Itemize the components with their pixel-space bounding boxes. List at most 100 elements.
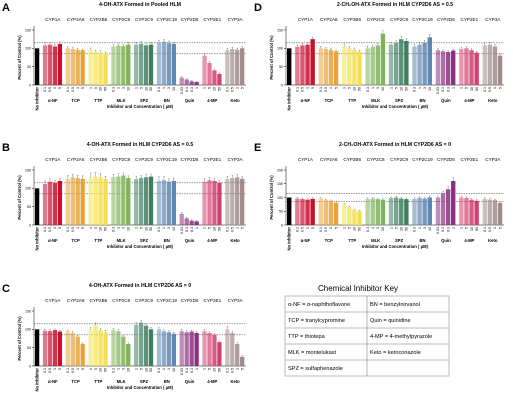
x-tick-label: 1 [389, 87, 393, 89]
x-tick-label: 1 [117, 87, 121, 89]
y-tick-label: 50 [27, 65, 31, 69]
bar [440, 51, 446, 85]
x-tick-label: 0.5 [230, 87, 234, 92]
bar [121, 336, 126, 366]
y-tick-label: 100 [277, 196, 283, 200]
x-tick-label: 3 [167, 227, 171, 229]
bar [75, 49, 80, 85]
bar [310, 198, 315, 225]
x-tick-label: 0.3 [190, 368, 194, 373]
x-tick-label: 0.3 [413, 87, 417, 92]
bar [161, 331, 167, 366]
x-tick-label: 1 [162, 227, 166, 229]
key-cell: TTP = thiotepa [288, 334, 326, 340]
enzyme-header: CYP2A6 [67, 298, 85, 303]
x-tick-label: 10 [144, 87, 148, 91]
x-tick-label: 0.03 [180, 227, 184, 234]
bar [482, 45, 487, 85]
bar [34, 48, 40, 85]
y-tick-label: 150 [25, 309, 31, 313]
bar [235, 344, 240, 366]
bar [93, 176, 98, 225]
x-tick-label: 1 [389, 227, 393, 229]
bar [134, 44, 139, 85]
x-tick-label: 5 [240, 368, 244, 370]
x-tick-label: 1 [371, 227, 375, 229]
enzyme-header: CYP2C8 [112, 17, 130, 22]
bar [70, 333, 75, 366]
bar [318, 198, 323, 225]
x-tick-label: 10 [213, 368, 217, 372]
x-tick-label: 50 [475, 227, 479, 231]
group-label: Keto [488, 98, 498, 103]
x-tick-label: 5 [498, 87, 502, 89]
bar [212, 181, 217, 225]
bar [230, 178, 235, 225]
bar [225, 50, 230, 85]
enzyme-header: CYP2D6 [181, 298, 199, 303]
bar [435, 197, 441, 225]
x-tick-label: 1 [195, 227, 199, 229]
bar [333, 203, 339, 225]
group-label: 4-MP [464, 238, 474, 243]
x-tick-label: 1 [53, 368, 57, 370]
y-tick-label: 150 [25, 28, 31, 32]
bar [65, 331, 70, 366]
group-label: Keto [230, 238, 240, 243]
group-label: TCP [71, 379, 80, 384]
bar [194, 333, 199, 366]
bar [156, 329, 162, 366]
bar [75, 336, 80, 366]
bar [179, 214, 184, 225]
bar [88, 329, 93, 366]
control-label: No inhibitor [286, 87, 291, 111]
chart-panel-b: B 4-OH-ATX Formed in HLM CYP2D6 AS = 0.5 C… [2, 142, 246, 251]
x-tick-label: 50 [104, 87, 108, 91]
x-tick-label: 5 [348, 87, 352, 89]
x-tick-label: 10 [172, 227, 176, 231]
bar [42, 45, 48, 85]
chart-panel-c: C 4-OH-ATX Formed in HLM CYP2D6 AS = 0 CYP… [2, 283, 246, 392]
x-tick-label: 0.3 [446, 87, 450, 92]
group-label: MLK [117, 379, 126, 384]
bar [148, 44, 154, 85]
x-tick-label: 10 [126, 87, 130, 91]
panel-title: 4-OH-ATX Formed in HLM CYP2D6 AS = 0 [89, 283, 191, 289]
x-tick-label: 10 [381, 227, 385, 231]
group-label: TCP [325, 238, 334, 243]
bar [310, 39, 315, 85]
x-tick-label: 5 [311, 227, 315, 229]
bar [126, 178, 131, 225]
x-tick-label: 3 [122, 87, 126, 89]
bar [143, 45, 149, 85]
bar [352, 49, 357, 85]
x-tick-label: 0.1 [185, 227, 189, 232]
bar [75, 178, 80, 225]
bar [370, 198, 375, 225]
x-tick-label: 0.1 [441, 227, 445, 232]
inhibitor-key: Chemical Inhibitor Key α-NF = α-naphthof… [284, 284, 450, 377]
bar [70, 177, 75, 225]
bar [422, 42, 427, 85]
enzyme-header: CYP2C19 [412, 157, 433, 162]
group-label: BN [419, 98, 425, 103]
x-tick-label: 0.1 [185, 368, 189, 373]
x-tick-label: 1 [371, 87, 375, 89]
bar [65, 48, 70, 85]
bar [393, 197, 399, 225]
bar [212, 334, 217, 366]
x-tick-label: 1 [53, 87, 57, 89]
key-cell: Quin = quinidine [370, 318, 411, 324]
y-tick-label: 0 [281, 83, 283, 87]
bar [305, 44, 310, 85]
x-tick-label: 0.3 [366, 87, 370, 92]
enzyme-header: CYP2C9 [135, 157, 153, 162]
enzyme-header: CYP2E1 [204, 17, 222, 22]
enzyme-header: CYP2D6 [181, 17, 199, 22]
x-tick-label: 50 [104, 227, 108, 231]
x-tick-label: 1 [418, 87, 422, 89]
enzyme-header: CYP2C19 [157, 157, 178, 162]
x-tick-label: 1 [134, 368, 138, 370]
bar [451, 50, 456, 85]
bar [217, 342, 222, 366]
